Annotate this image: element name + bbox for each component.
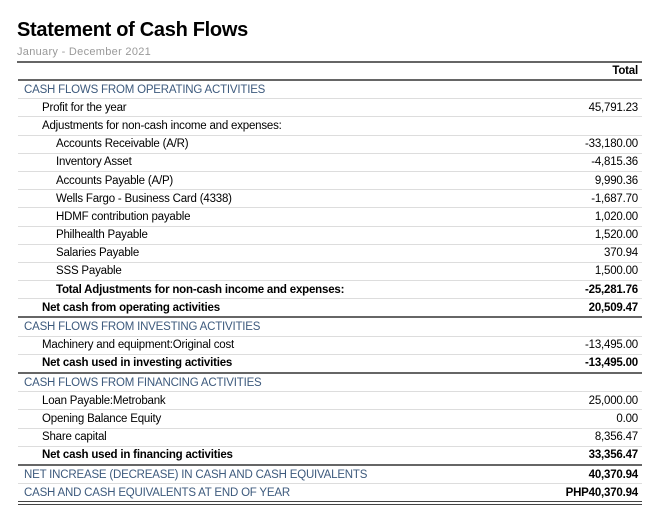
- row-value: PHP40,370.94: [529, 483, 642, 506]
- row-value: -33,180.00: [529, 135, 642, 154]
- row-value: 0.00: [529, 409, 642, 429]
- table-row: Accounts Receivable (A/R) -33,180.00: [18, 135, 642, 154]
- row-label: HDMF contribution payable: [18, 207, 530, 227]
- row-label: Accounts Payable (A/P): [18, 171, 530, 191]
- table-row: Adjustments for non-cash income and expe…: [18, 116, 642, 136]
- row-label: Inventory Asset: [18, 153, 530, 172]
- row-value: [529, 80, 642, 100]
- section-row: CASH FLOWS FROM FINANCING ACTIVITIES: [18, 372, 642, 393]
- table-header-row: Total: [18, 63, 642, 81]
- table-row: Accounts Payable (A/P) 9,990.36: [18, 171, 642, 191]
- section-row: NET INCREASE (DECREASE) IN CASH AND CASH…: [18, 463, 642, 485]
- row-value: -25,281.76: [529, 280, 642, 300]
- row-value: [529, 316, 642, 337]
- row-label: Share capital: [18, 428, 530, 447]
- row-label: Machinery and equipment:Original cost: [18, 336, 530, 355]
- row-value: -1,687.70: [529, 189, 642, 209]
- row-value: 1,500.00: [529, 262, 642, 282]
- row-value: 370.94: [529, 244, 642, 263]
- section-row: CASH FLOWS FROM OPERATING ACTIVITIES: [18, 80, 642, 100]
- row-value: 1,520.00: [529, 226, 642, 245]
- table-row: Net cash from operating activities 20,509…: [18, 298, 642, 318]
- section-row: CASH AND CASH EQUIVALENTS AT END OF YEAR…: [18, 483, 642, 506]
- row-label: Net cash used in investing activities: [18, 354, 530, 374]
- cash-flow-table: Total CASH FLOWS FROM OPERATING ACTIVITI…: [18, 63, 642, 506]
- row-label: Total Adjustments for non-cash income an…: [18, 280, 530, 300]
- row-label: CASH FLOWS FROM INVESTING ACTIVITIES: [18, 316, 530, 337]
- row-label: CASH FLOWS FROM FINANCING ACTIVITIES: [18, 372, 530, 393]
- row-value: 9,990.36: [529, 171, 642, 191]
- row-label: Accounts Receivable (A/R): [18, 135, 530, 154]
- table-row: Net cash used in investing activities -13…: [18, 354, 642, 374]
- section-row: CASH FLOWS FROM INVESTING ACTIVITIES: [18, 316, 642, 337]
- row-label: Opening Balance Equity: [18, 409, 530, 429]
- table-row: HDMF contribution payable 1,020.00: [18, 207, 642, 227]
- table-row: Salaries Payable 370.94: [18, 244, 642, 263]
- header-divider: [17, 61, 642, 63]
- row-value: [529, 116, 642, 136]
- row-value: 20,509.47: [529, 298, 642, 318]
- report-title: Statement of Cash Flows: [17, 19, 248, 41]
- row-label: Net cash used in financing activities: [18, 446, 530, 466]
- table-row: Philhealth Payable 1,520.00: [18, 226, 642, 245]
- column-header-total: Total: [529, 63, 642, 81]
- table-row: SSS Payable 1,500.00: [18, 262, 642, 282]
- row-value: 25,000.00: [529, 391, 642, 411]
- row-value: [529, 372, 642, 393]
- row-label: Profit for the year: [18, 98, 530, 118]
- report-period: January - December 2021: [17, 46, 152, 58]
- table-row: Share capital 8,356.47: [18, 428, 642, 447]
- row-value: 45,791.23: [529, 98, 642, 118]
- table-row: Loan Payable:Metrobank 25,000.00: [18, 391, 642, 411]
- table-row: Total Adjustments for non-cash income an…: [18, 280, 642, 300]
- row-label: CASH AND CASH EQUIVALENTS AT END OF YEAR: [18, 483, 530, 506]
- row-value: -4,815.36: [529, 153, 642, 172]
- table-row: Machinery and equipment:Original cost -13…: [18, 336, 642, 355]
- table-row: Profit for the year 45,791.23: [18, 98, 642, 118]
- table-row: Opening Balance Equity 0.00: [18, 409, 642, 429]
- row-label: CASH FLOWS FROM OPERATING ACTIVITIES: [18, 80, 530, 100]
- row-label: Loan Payable:Metrobank: [18, 391, 530, 411]
- row-label: Adjustments for non-cash income and expe…: [18, 116, 530, 136]
- table-row: Inventory Asset -4,815.36: [18, 153, 642, 172]
- row-value: 1,020.00: [529, 207, 642, 227]
- row-label: Net cash from operating activities: [18, 298, 530, 318]
- row-label: NET INCREASE (DECREASE) IN CASH AND CASH…: [18, 463, 530, 485]
- row-value: 40,370.94: [529, 463, 642, 485]
- row-value: 8,356.47: [529, 428, 642, 447]
- row-value: -13,495.00: [529, 354, 642, 374]
- row-label: Philhealth Payable: [18, 226, 530, 245]
- row-label: Salaries Payable: [18, 244, 530, 263]
- table-row: Wells Fargo - Business Card (4338) -1,687…: [18, 189, 642, 209]
- row-value: -13,495.00: [529, 336, 642, 355]
- table-row: Net cash used in financing activities 33,…: [18, 446, 642, 466]
- row-label: SSS Payable: [18, 262, 530, 282]
- row-value: 33,356.47: [529, 446, 642, 466]
- row-label: Wells Fargo - Business Card (4338): [18, 189, 530, 209]
